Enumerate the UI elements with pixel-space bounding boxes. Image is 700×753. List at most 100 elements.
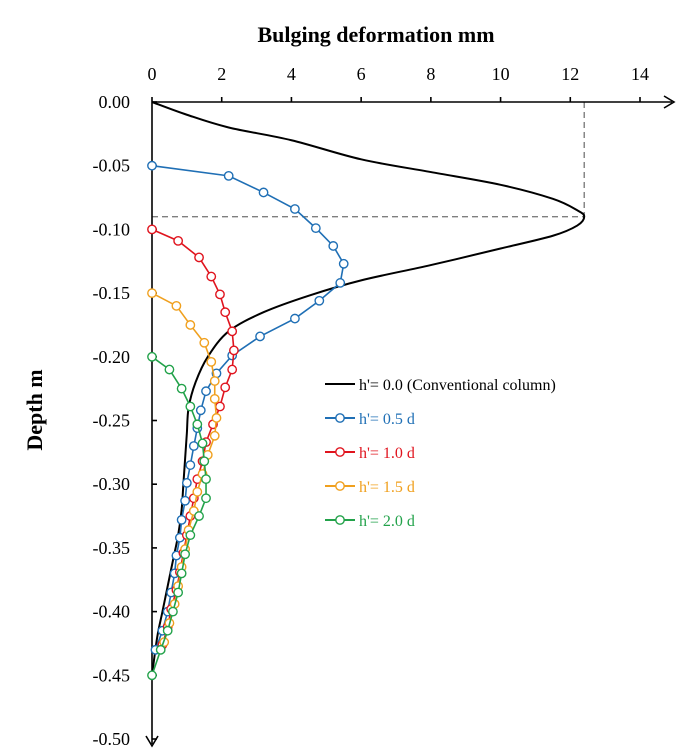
data-point — [209, 376, 220, 386]
data-point — [258, 187, 269, 198]
data-point — [220, 382, 231, 393]
series-line — [151, 164, 345, 651]
data-point — [255, 331, 265, 342]
data-point — [147, 670, 157, 681]
chart-title: Bulging deformation mm — [257, 22, 494, 47]
y-axis-ticks: 0.00 -0.05 -0.10 -0.15 -0.20 -0.25 -0.30 -0.35 -… — [93, 92, 157, 749]
data-point — [180, 495, 191, 506]
y-axis-label: Depth m — [22, 369, 47, 450]
y-tick-label: -0.10 — [93, 219, 131, 239]
data-point — [227, 364, 238, 375]
data-point — [192, 486, 203, 497]
x-tick-label: 0 — [148, 64, 157, 84]
x-tick-label: 14 — [631, 64, 649, 84]
data-point — [176, 383, 187, 394]
data-point — [215, 401, 225, 412]
data-point — [147, 224, 157, 235]
legend-item: h'= 0.5 d — [325, 411, 415, 428]
data-point — [206, 356, 217, 367]
y-tick-label: -0.45 — [93, 665, 131, 685]
legend-label: h'= 1.5 d — [359, 479, 415, 496]
legend-item: h'= 2.0 d — [325, 513, 415, 530]
legend-label: h'= 0.0 (Conventional column) — [359, 377, 556, 394]
y-tick-label: -0.15 — [93, 283, 131, 303]
y-tick-label: -0.35 — [93, 538, 131, 558]
data-point — [173, 587, 184, 598]
data-point — [209, 393, 220, 404]
data-point — [147, 160, 157, 171]
data-point — [162, 625, 173, 636]
legend-swatch-marker — [335, 515, 345, 525]
legend-item: h'= 1.0 d — [325, 445, 415, 462]
y-tick-label: -0.40 — [93, 602, 131, 622]
y-tick-label: -0.30 — [93, 474, 131, 494]
data-point — [164, 364, 175, 375]
legend-label: h'= 2.0 d — [359, 513, 415, 530]
data-point — [185, 530, 196, 541]
data-point — [223, 170, 234, 181]
data-point — [338, 258, 349, 269]
data-point — [188, 441, 199, 451]
data-point — [176, 514, 187, 525]
data-point — [310, 223, 321, 234]
series-4 — [147, 351, 211, 681]
data-point — [195, 405, 206, 416]
data-point — [168, 606, 178, 617]
data-point — [197, 438, 208, 449]
x-tick-label: 12 — [561, 64, 579, 84]
data-point — [173, 235, 184, 246]
y-tick-label: -0.20 — [93, 347, 131, 367]
data-point — [185, 460, 196, 470]
data-point — [185, 401, 196, 412]
legend-item: h'= 1.5 d — [325, 479, 415, 496]
data-point — [199, 337, 210, 348]
x-tick-label: 10 — [492, 64, 510, 84]
data-point — [199, 456, 210, 467]
legend-swatch-marker — [335, 447, 345, 457]
x-tick-label: 2 — [217, 64, 226, 84]
data-point — [185, 320, 196, 330]
data-point — [211, 413, 222, 423]
data-point — [147, 351, 157, 362]
data-point — [290, 204, 300, 214]
x-tick-label: 6 — [357, 64, 366, 84]
data-point — [206, 271, 217, 282]
y-tick-label: 0.00 — [99, 92, 131, 112]
data-point — [176, 568, 187, 579]
data-point — [194, 252, 204, 263]
data-point — [227, 326, 238, 337]
data-point — [290, 313, 300, 324]
data-point — [180, 549, 191, 560]
data-point — [209, 430, 220, 441]
data-point — [147, 288, 157, 298]
legend-swatch-marker — [335, 413, 345, 423]
data-point — [328, 241, 339, 251]
data-point — [155, 644, 166, 655]
data-point — [194, 511, 204, 521]
data-point — [201, 474, 211, 485]
y-tick-label: -0.25 — [93, 411, 131, 431]
y-tick-label: -0.50 — [93, 729, 131, 749]
legend: h'= 0.0 (Conventional column) h'= 0.5 d h'… — [325, 377, 556, 530]
data-point — [192, 419, 203, 430]
peak-guide-lines — [152, 102, 585, 218]
data-point — [229, 345, 239, 356]
y-tick-label: -0.05 — [93, 156, 131, 176]
x-tick-label: 4 — [287, 64, 296, 84]
axes — [145, 95, 676, 748]
data-point — [181, 478, 192, 488]
data-point — [335, 278, 346, 288]
x-tick-label: 8 — [426, 64, 435, 84]
series-2 — [147, 224, 239, 650]
data-point — [314, 295, 325, 306]
legend-label: h'= 1.0 d — [359, 445, 415, 462]
legend-label: h'= 0.5 d — [359, 411, 415, 428]
series-layer — [147, 101, 586, 681]
x-axis-arrow — [663, 95, 676, 109]
legend-swatch-marker — [335, 481, 345, 491]
data-point — [215, 289, 225, 300]
legend-item: h'= 0.0 (Conventional column) — [325, 377, 556, 394]
data-point — [171, 300, 182, 311]
